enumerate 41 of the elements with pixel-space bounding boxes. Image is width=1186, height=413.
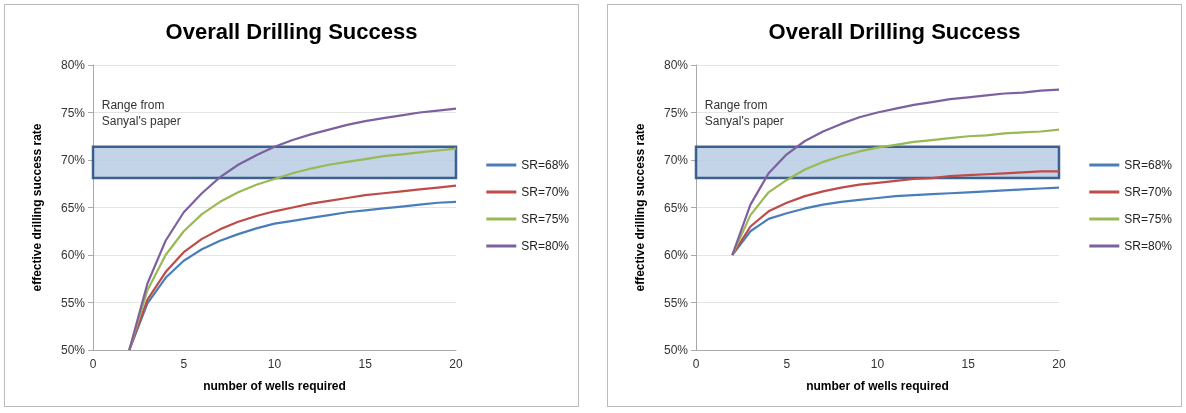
y-tick-label: 70% [60,153,86,167]
x-tick-label: 0 [89,357,97,371]
y-tick-label: 60% [60,248,86,262]
x-tick-label: 20 [449,357,463,371]
y-tick-label: 80% [60,58,86,72]
x-axis-title: number of wells required [806,379,949,393]
x-tick-label: 5 [783,357,791,371]
y-axis-title: effective drilling success rate [633,123,647,292]
legend-label: SR=68% [521,158,570,172]
y-tick-label: 80% [663,58,689,72]
y-tick-label: 75% [663,105,689,120]
y-tick-label: 50% [663,343,689,357]
y-tick-label: 50% [60,343,86,357]
y-tick-label: 60% [663,248,689,262]
y-tick-label: 55% [663,295,689,310]
legend-label: SR=75% [521,212,570,226]
x-tick-label: 20 [1052,357,1066,371]
x-axis-title: number of wells required [203,379,346,393]
chart-title: Overall Drilling Success [768,18,1021,44]
x-tick-label: 10 [870,357,885,371]
x-tick-label: 15 [961,357,976,371]
legend-label: SR=80% [521,239,570,253]
x-tick-label: 5 [180,357,188,371]
line-series [731,170,1061,257]
y-tick-label: 65% [60,200,86,215]
legend-label: SR=70% [521,185,570,199]
legend-label: SR=80% [1124,239,1173,253]
x-tick-label: 0 [692,357,700,371]
y-tick-label: 70% [663,153,689,167]
y-tick-label: 75% [60,105,86,120]
band-label: Range from Sanyal's paper [704,98,784,129]
chart-title: Overall Drilling Success [165,18,418,44]
band-label: Range from Sanyal's paper [101,98,181,129]
x-tick-label: 15 [358,357,373,371]
y-tick-label: 55% [60,295,86,310]
x-tick-label: 10 [267,357,282,371]
y-axis-title: effective drilling success rate [30,123,44,292]
legend-label: SR=75% [1124,212,1173,226]
y-tick-label: 65% [663,200,689,215]
legend-label: SR=68% [1124,158,1173,172]
legend-label: SR=70% [1124,185,1173,199]
